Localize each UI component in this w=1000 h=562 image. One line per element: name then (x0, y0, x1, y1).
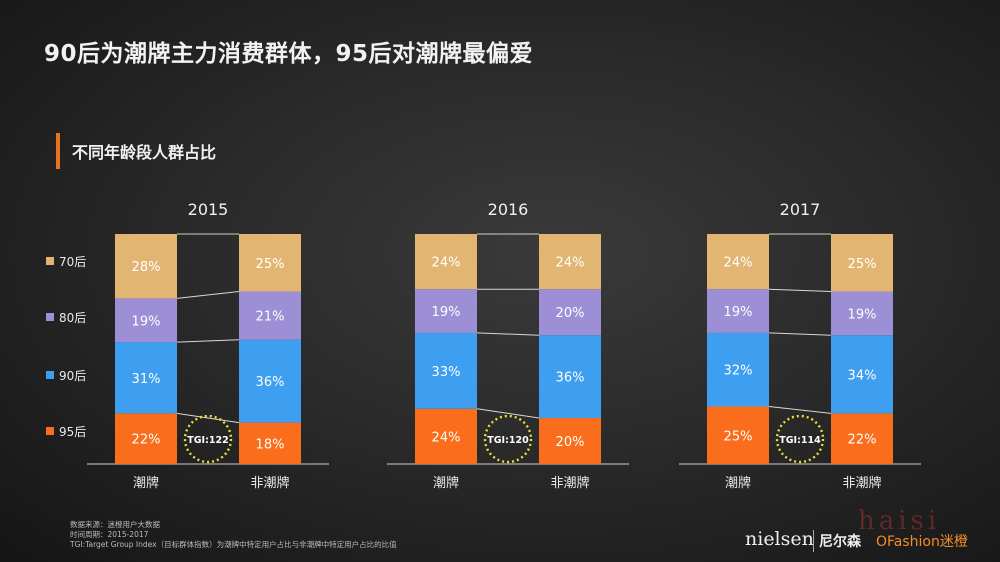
bar-segment-2015-非潮牌-80后 (239, 291, 301, 340)
bar-segment-2016-潮牌-95后 (415, 408, 477, 464)
bar-segment-2016-非潮牌-90后 (539, 335, 601, 418)
bar-segment-2016-非潮牌-80后 (539, 289, 601, 336)
bar-segment-2015-非潮牌-70后 (239, 234, 301, 292)
footer-notes: 数据来源：迷橙用户大数据 时间周期：2015-2017 TGI:Target G… (70, 520, 397, 550)
data-label-2015-潮牌-90后: 31% (132, 372, 161, 387)
bar-segment-2016-潮牌-80后 (415, 289, 477, 333)
page-title: 90后为潮牌主力消费群体，95后对潮牌最偏爱 (44, 41, 534, 67)
nielsen-cn-logo: 尼尔森 (819, 534, 861, 550)
data-label-2015-非潮牌-90后: 36% (256, 375, 285, 390)
legend-label-80后: 80后 (59, 311, 86, 325)
bar-segment-2017-潮牌-95后 (707, 406, 769, 464)
tgi-label-2017: TGI:114 (779, 435, 821, 446)
segment-connector-2015-2 (176, 291, 240, 299)
data-label-2017-潮牌-70后: 24% (724, 256, 753, 271)
section-accent-bar (56, 133, 60, 169)
bar-segment-2017-潮牌-80后 (707, 289, 769, 333)
bar-segment-2017-非潮牌-95后 (831, 413, 893, 464)
footer-period: 时间周期：2015-2017 (70, 530, 149, 539)
data-label-2016-非潮牌-95后: 20% (556, 435, 585, 450)
bar-segment-2017-非潮牌-70后 (831, 234, 893, 292)
tgi-circle-2017 (775, 414, 825, 464)
bar-segment-2016-潮牌-90后 (415, 332, 477, 409)
bar-segment-2017-潮牌-90后 (707, 332, 769, 407)
ofashion-logo: OFashion迷橙 (876, 534, 968, 550)
bar-segment-2015-潮牌-70后 (115, 234, 177, 299)
bar-segment-2015-潮牌-95后 (115, 413, 177, 464)
segment-connector-2017-2 (768, 288, 832, 292)
data-label-2015-潮牌-70后: 28% (132, 260, 161, 275)
data-label-2016-非潮牌-80后: 20% (556, 306, 585, 321)
segment-connector-2016-0 (476, 408, 540, 419)
tgi-circle-2015 (183, 414, 233, 464)
year-label-2016: 2016 (488, 200, 529, 219)
data-label-2015-非潮牌-95后: 18% (256, 437, 285, 452)
category-label-2016-非潮牌: 非潮牌 (550, 475, 589, 491)
data-label-2016-非潮牌-90后: 36% (556, 371, 585, 386)
data-label-2015-非潮牌-80后: 21% (256, 310, 285, 325)
legend-label-70后: 70后 (59, 255, 86, 269)
category-label-2015-非潮牌: 非潮牌 (250, 475, 289, 491)
segment-connector-2017-1 (768, 332, 832, 336)
data-label-2017-潮牌-95后: 25% (724, 429, 753, 444)
tgi-label-2015: TGI:122 (187, 435, 228, 446)
data-label-2017-潮牌-80后: 19% (724, 305, 753, 320)
data-label-2017-非潮牌-80后: 19% (848, 307, 877, 322)
bar-segment-2016-潮牌-70后 (415, 234, 477, 290)
legend-swatch-70后 (46, 257, 54, 265)
category-label-2017-非潮牌: 非潮牌 (842, 475, 881, 491)
data-label-2015-非潮牌-70后: 25% (256, 257, 285, 272)
data-label-2016-非潮牌-70后: 24% (556, 256, 585, 271)
year-label-2015: 2015 (188, 200, 229, 219)
data-label-2017-非潮牌-90后: 34% (848, 368, 877, 383)
section-header: 不同年龄段人群占比 (56, 133, 216, 169)
category-label-2015-潮牌: 潮牌 (133, 475, 159, 491)
footer-source: 数据来源：迷橙用户大数据 (70, 520, 160, 529)
data-label-2016-潮牌-95后: 24% (432, 430, 461, 445)
tgi-circle-2016 (483, 414, 533, 464)
bar-segment-2017-潮牌-70后 (707, 234, 769, 290)
year-label-2017: 2017 (780, 200, 821, 219)
section-title: 不同年龄段人群占比 (72, 143, 217, 162)
data-label-2016-潮牌-90后: 33% (432, 365, 461, 380)
data-label-2017-非潮牌-70后: 25% (848, 257, 877, 272)
watermark: haisi (858, 506, 941, 536)
footer-tgi-note: TGI:Target Group Index（目标群体指数）为潮牌中特定用户占比… (70, 540, 397, 549)
legend-label-90后: 90后 (59, 369, 86, 383)
data-label-2015-潮牌-95后: 22% (132, 433, 161, 448)
bar-segment-2016-非潮牌-95后 (539, 418, 601, 464)
bar-segment-2017-非潮牌-90后 (831, 335, 893, 414)
category-label-2016-潮牌: 潮牌 (433, 475, 459, 491)
bar-segment-2016-非潮牌-70后 (539, 234, 601, 290)
bar-segment-2017-非潮牌-80后 (831, 291, 893, 336)
data-label-2016-潮牌-80后: 19% (432, 305, 461, 320)
data-label-2017-潮牌-90后: 32% (724, 364, 753, 379)
legend-swatch-95后 (46, 427, 54, 435)
data-label-2016-潮牌-70后: 24% (432, 256, 461, 271)
segment-connector-2016-1 (476, 332, 540, 336)
category-label-2017-潮牌: 潮牌 (725, 475, 751, 491)
segment-connector-2017-0 (768, 406, 832, 414)
bar-segment-2015-非潮牌-95后 (239, 422, 301, 464)
nielsen-logo: nielsen (745, 528, 814, 550)
data-label-2017-非潮牌-95后: 22% (848, 433, 877, 448)
legend-swatch-90后 (46, 371, 54, 379)
bar-segment-2015-潮牌-90后 (115, 342, 177, 414)
bar-segment-2015-潮牌-80后 (115, 298, 177, 343)
legend-swatch-80后 (46, 313, 54, 321)
segment-connector-2015-0 (176, 412, 240, 424)
data-label-2015-潮牌-80后: 19% (132, 314, 161, 329)
segment-connector-2015-1 (176, 339, 240, 343)
legend-label-95后: 95后 (59, 425, 86, 439)
bar-segment-2015-非潮牌-90后 (239, 339, 301, 423)
tgi-label-2016: TGI:120 (487, 435, 529, 446)
logo-separator (813, 530, 814, 552)
